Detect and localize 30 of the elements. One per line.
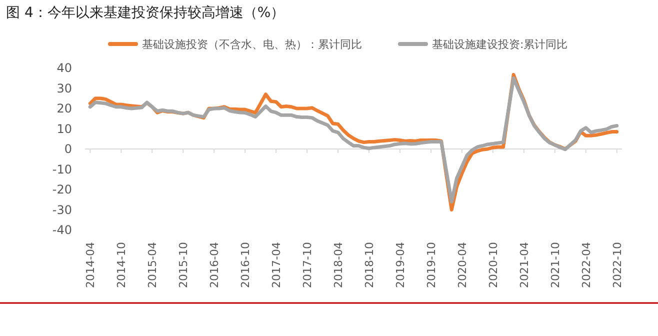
x-tick-label: 2022-04 xyxy=(580,242,593,288)
x-tick-label: 2019-04 xyxy=(394,242,407,288)
legend-label: 基础设施建设投资:累计同比 xyxy=(432,38,568,51)
legend-label: 基础设施投资（不含水、电、热）：累计同比 xyxy=(142,38,362,51)
x-tick-label: 2021-10 xyxy=(548,242,562,288)
y-tick-label: 0 xyxy=(64,142,72,156)
x-tick-label: 2021-04 xyxy=(518,242,531,288)
x-tick-label: 2022-10 xyxy=(610,242,624,288)
x-tick-label: 2017-04 xyxy=(270,242,284,288)
x-tick-label: 2016-04 xyxy=(208,242,222,288)
chart-title: 图 4：今年以来基建投资保持较高增速（%） xyxy=(6,5,285,21)
y-tick-label: -40 xyxy=(52,223,72,237)
x-tick-label: 2014-10 xyxy=(115,242,128,288)
x-tick-label: 2015-04 xyxy=(146,242,160,288)
y-tick-label: -20 xyxy=(52,182,72,196)
y-tick-label: 30 xyxy=(56,81,72,96)
x-tick-label: 2017-10 xyxy=(301,242,314,288)
x-tick-label: 2016-10 xyxy=(239,242,252,288)
x-tick-label: 2020-10 xyxy=(486,242,500,288)
x-tick-label: 2019-10 xyxy=(424,242,438,288)
y-tick-label: -10 xyxy=(52,162,72,176)
x-tick-label: 2015-10 xyxy=(177,242,190,288)
y-tick-label: 20 xyxy=(56,102,72,116)
x-tick-label: 2020-04 xyxy=(456,242,469,288)
x-tick-label: 2014-04 xyxy=(84,242,98,288)
y-tick-label: 10 xyxy=(56,122,72,136)
y-tick-label: -30 xyxy=(52,202,72,217)
x-tick-label: 2018-04 xyxy=(332,242,346,288)
y-tick-label: 40 xyxy=(56,61,72,75)
x-tick-label: 2018-10 xyxy=(362,242,376,288)
